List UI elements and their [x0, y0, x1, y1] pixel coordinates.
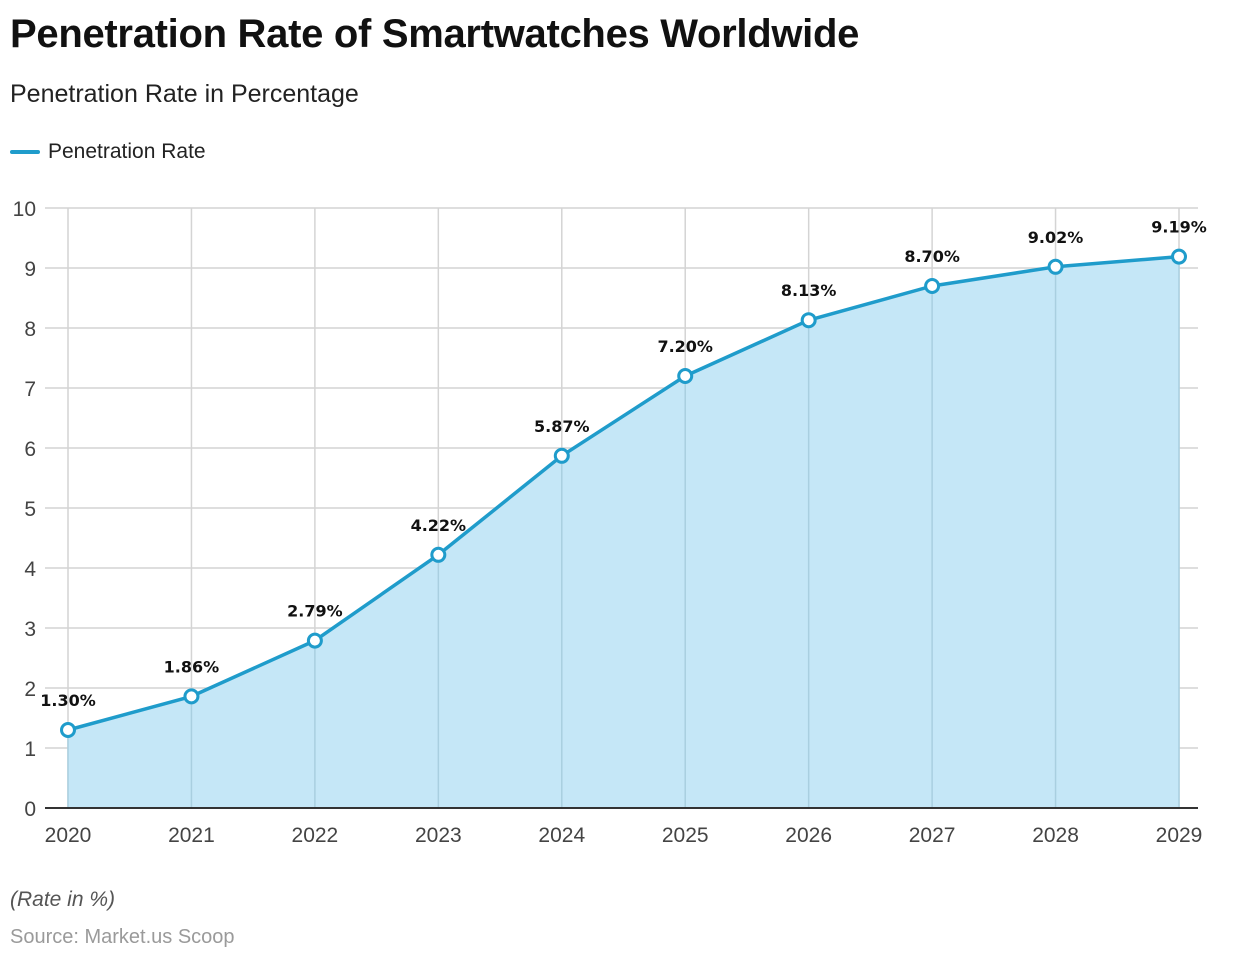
- y-axis-ticks: 0 1 2 3 4 5 6 7 8 9 10: [13, 198, 37, 821]
- x-tick-label: 2029: [1156, 824, 1203, 847]
- legend: Penetration Rate: [10, 140, 206, 164]
- chart-subtitle: Penetration Rate in Percentage: [10, 80, 359, 108]
- data-label: 8.70%: [904, 247, 960, 266]
- data-point: [306, 632, 323, 649]
- data-point: [553, 447, 570, 464]
- footnote: (Rate in %): [10, 888, 116, 911]
- data-label: 9.19%: [1151, 218, 1207, 237]
- chart-title: Penetration Rate of Smartwatches Worldwi…: [10, 12, 860, 56]
- x-tick-label: 2023: [415, 824, 462, 847]
- data-label: 2.79%: [287, 602, 343, 621]
- series-line: [66, 254, 1181, 732]
- y-tick-label: 9: [24, 258, 36, 281]
- data-point: [183, 688, 200, 705]
- data-point: [1171, 248, 1187, 265]
- data-label: 5.87%: [534, 417, 590, 436]
- x-tick-label: 2020: [45, 824, 92, 847]
- data-labels: 1.30% 1.86% 2.79% 4.22% 5.87% 7.20% 8.13% 8.70%…: [40, 218, 1207, 710]
- data-point: [1047, 258, 1064, 275]
- x-tick-label: 2024: [538, 824, 585, 847]
- y-tick-label: 1: [24, 738, 36, 761]
- y-tick-label: 4: [24, 558, 36, 581]
- data-label: 8.13%: [781, 281, 837, 300]
- y-tick-label: 8: [24, 318, 36, 341]
- data-label: 1.30%: [40, 691, 96, 710]
- x-tick-label: 2027: [909, 824, 956, 847]
- area-fill-layer: [67, 256, 1180, 809]
- source-credit: Source: Market.us Scoop: [10, 926, 235, 948]
- y-tick-label: 0: [24, 798, 36, 821]
- data-label: 4.22%: [411, 516, 467, 535]
- x-tick-label: 2026: [785, 824, 832, 847]
- x-tick-label: 2021: [168, 824, 215, 847]
- series-line-layer: [66, 254, 1181, 732]
- area-fill: [68, 256, 1179, 809]
- data-label: 7.20%: [657, 337, 713, 356]
- y-tick-label: 3: [24, 618, 36, 641]
- y-tick-label: 2: [24, 678, 36, 701]
- data-point: [924, 278, 941, 294]
- y-tick-label: 10: [13, 198, 36, 221]
- y-tick-label: 7: [24, 378, 36, 401]
- y-tick-label: 6: [24, 438, 36, 461]
- x-axis-ticks: 2020 2021 2022 2023 2024 2025 2026 2027 2028 2029: [45, 824, 1203, 847]
- data-point: [60, 722, 76, 738]
- legend-swatch: [10, 150, 40, 154]
- x-tick-label: 2022: [292, 824, 339, 847]
- data-point: [677, 368, 694, 384]
- data-label: 9.02%: [1028, 228, 1084, 247]
- data-point: [430, 546, 447, 563]
- data-point: [800, 312, 817, 329]
- data-label: 1.86%: [164, 657, 220, 676]
- legend-label: Penetration Rate: [48, 140, 206, 163]
- y-tick-label: 5: [24, 498, 36, 521]
- data-points: [60, 248, 1187, 738]
- x-tick-label: 2025: [662, 824, 709, 847]
- x-tick-label: 2028: [1032, 824, 1079, 847]
